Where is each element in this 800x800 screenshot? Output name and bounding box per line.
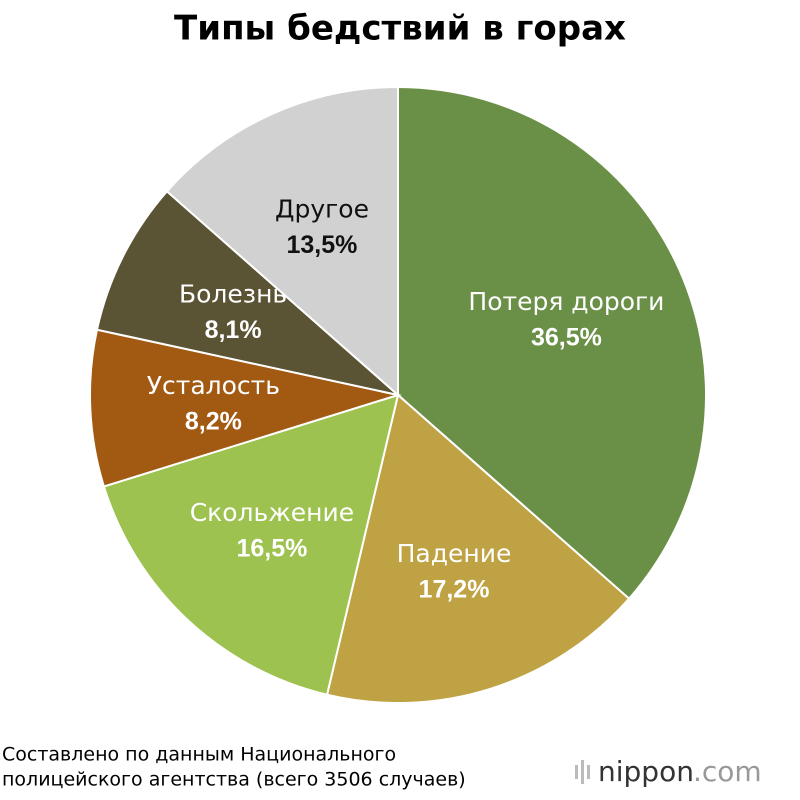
logo-icon (587, 765, 590, 779)
pie-slice (325, 393, 631, 704)
logo-icon (575, 765, 578, 779)
pie: Потеря дороги 36,5% Падение 17,2% Скольжение… (89, 85, 707, 704)
chart-title: Типы бедствий в горах (174, 9, 626, 49)
value-label: 36,5% (531, 324, 602, 352)
pie-slice (102, 393, 400, 696)
pie-slice (165, 85, 399, 398)
logo: nippon .com (575, 755, 762, 788)
slice-label: Скольжение (190, 498, 354, 527)
slice-label: Падение (397, 539, 512, 568)
slice-label: Болезнь (179, 280, 287, 309)
logo-icon (581, 760, 584, 784)
slice-label: Усталость (147, 371, 280, 400)
logo-name: nippon (598, 755, 694, 788)
value-label: 8,2% (185, 408, 242, 436)
slice-label: Другое (275, 195, 369, 224)
source-note: Составлено по данным Национального (2, 744, 396, 766)
logo-domain: .com (693, 755, 762, 788)
slice-label: Потеря дороги (468, 287, 664, 316)
source-note: полицейского агентства (всего 3506 случа… (2, 769, 466, 791)
value-label: 13,5% (287, 231, 358, 259)
pie-slice (397, 85, 707, 601)
pie-slice (95, 189, 402, 397)
value-label: 16,5% (236, 535, 307, 563)
value-label: 17,2% (419, 576, 490, 604)
pie-slice (89, 328, 402, 488)
value-label: 8,1% (205, 316, 262, 344)
